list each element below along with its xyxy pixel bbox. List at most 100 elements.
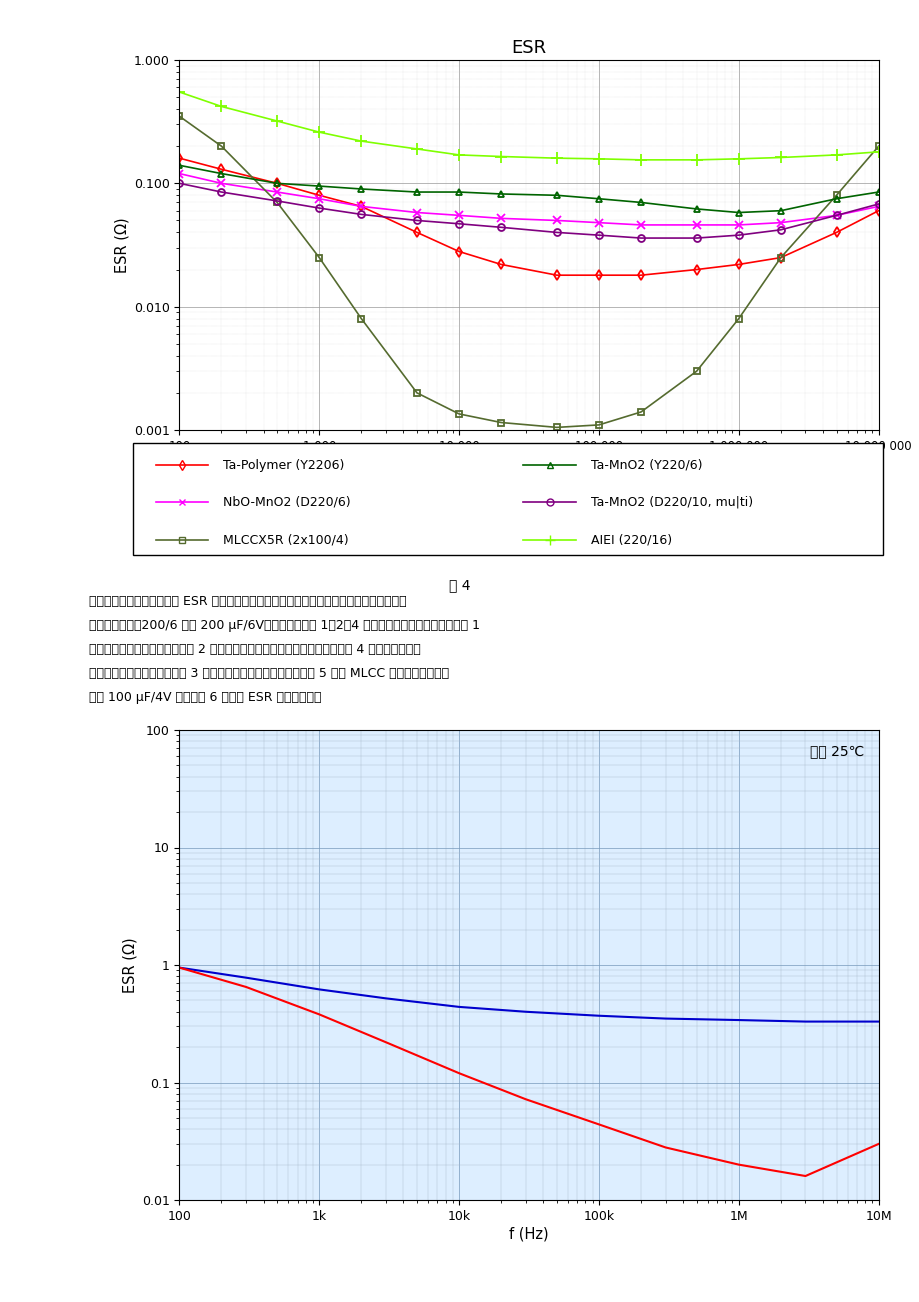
AIEI (220/16) — [872, 145, 883, 160]
Line: Ta-MnO2 (Y220/6): Ta-MnO2 (Y220/6) — [176, 161, 881, 216]
Ta-MnO2 (Y220/6) — [495, 186, 506, 202]
NbO-MnO2 (D220/6) — [174, 165, 185, 181]
Title: ESR: ESR — [511, 39, 546, 57]
Text: Ta-MnO2 (D220/10, mu|ti): Ta-MnO2 (D220/10, mu|ti) — [590, 496, 752, 509]
NbO-MnO2 (D220/6) — [216, 176, 227, 191]
AIEI (220/16) — [550, 150, 562, 165]
Y-axis label: ESR (Ω): ESR (Ω) — [115, 217, 130, 273]
Ta-Polymer (Y2206) — [271, 176, 282, 191]
Ta-Polymer (Y2206) — [453, 243, 464, 259]
AIEI (220/16) — [830, 147, 841, 163]
Ta-MnO2 (D220/10, mu|ti) — [593, 228, 604, 243]
AIEI (220/16) — [732, 151, 743, 167]
Ta-MnO2 (D220/10, mu|ti) — [356, 207, 367, 223]
MLCCX5R (2x100/4) — [635, 404, 646, 419]
Line: MLCCX5R (2x100/4): MLCCX5R (2x100/4) — [176, 113, 881, 431]
NbO-MnO2 (D220/6) — [271, 184, 282, 199]
MLCCX5R (2x100/4) — [356, 311, 367, 327]
Ta-MnO2 (D220/10, mu|ti) — [690, 230, 701, 246]
MLCCX5R (2x100/4) — [830, 187, 841, 203]
Ta-Polymer (Y2206) — [495, 256, 506, 272]
Text: 不同材质电容随频率变化的 ESR 曲线。图中方框（顺序为光左右、后上下）列出了所测电容: 不同材质电容随频率变化的 ESR 曲线。图中方框（顺序为光左右、后上下）列出了所… — [89, 595, 406, 608]
AIEI (220/16) — [690, 152, 701, 168]
MLCCX5R (2x100/4) — [732, 311, 743, 327]
Ta-MnO2 (Y220/6) — [453, 184, 464, 199]
Ta-MnO2 (Y220/6) — [313, 178, 324, 194]
AIEI (220/16) — [174, 85, 185, 100]
Ta-MnO2 (Y220/6) — [271, 176, 282, 191]
NbO-MnO2 (D220/6) — [775, 215, 786, 230]
Ta-Polymer (Y2206) — [732, 256, 743, 272]
Ta-MnO2 (Y220/6) — [174, 158, 185, 173]
Ta-MnO2 (Y220/6) — [690, 201, 701, 216]
Ta-Polymer (Y2206) — [775, 250, 786, 266]
Ta-MnO2 (Y220/6) — [411, 184, 422, 199]
Ta-Polymer (Y2206) — [216, 161, 227, 177]
MLCCX5R (2x100/4) — [550, 419, 562, 435]
Ta-MnO2 (Y220/6) — [775, 203, 786, 219]
Text: 温度 25℃: 温度 25℃ — [810, 745, 864, 758]
Ta-MnO2 (Y220/6) — [216, 165, 227, 181]
Ta-MnO2 (Y220/6) — [635, 194, 646, 210]
MLCCX5R (2x100/4) — [690, 363, 701, 379]
Ta-MnO2 (Y220/6) — [593, 191, 604, 207]
Ta-MnO2 (D220/10, mu|ti) — [216, 184, 227, 199]
Ta-MnO2 (Y220/6) — [872, 184, 883, 199]
Text: 图 4: 图 4 — [448, 578, 471, 592]
Ta-MnO2 (D220/10, mu|ti) — [732, 228, 743, 243]
Text: NbO-MnO2 (D220/6): NbO-MnO2 (D220/6) — [223, 496, 351, 509]
Ta-MnO2 (D220/10, mu|ti) — [775, 221, 786, 237]
AIEI (220/16) — [593, 151, 604, 167]
Text: Ta-MnO2 (Y220/6): Ta-MnO2 (Y220/6) — [590, 458, 701, 471]
MLCCX5R (2x100/4) — [453, 406, 464, 422]
MLCCX5R (2x100/4) — [775, 250, 786, 266]
Ta-MnO2 (D220/10, mu|ti) — [313, 201, 324, 216]
Ta-MnO2 (Y220/6) — [830, 191, 841, 207]
Ta-Polymer (Y2206) — [830, 225, 841, 241]
Ta-MnO2 (D220/10, mu|ti) — [830, 207, 841, 223]
Ta-Polymer (Y2206) — [690, 262, 701, 277]
NbO-MnO2 (D220/6) — [356, 199, 367, 215]
Ta-MnO2 (Y220/6) — [732, 204, 743, 220]
Text: 两只 100 μF/4V 并联。第 6 种为低 ESR 铝电解电容。: 两只 100 μF/4V 并联。第 6 种为低 ESR 铝电解电容。 — [89, 691, 322, 704]
NbO-MnO2 (D220/6) — [732, 217, 743, 233]
NbO-MnO2 (D220/6) — [495, 211, 506, 227]
NbO-MnO2 (D220/6) — [453, 207, 464, 223]
Ta-Polymer (Y2206) — [593, 267, 604, 283]
NbO-MnO2 (D220/6) — [872, 199, 883, 215]
MLCCX5R (2x100/4) — [593, 417, 604, 432]
NbO-MnO2 (D220/6) — [690, 217, 701, 233]
Text: 种为聚合物固态鰽电解电容。第 2 种为较常见的二氧化邔固态鰽电解电容，第 4 种为多层结构的: 种为聚合物固态鰽电解电容。第 2 种为较常见的二氧化邔固态鰽电解电容，第 4 种… — [89, 643, 421, 656]
AIEI (220/16) — [313, 125, 324, 141]
AIEI (220/16) — [411, 141, 422, 156]
NbO-MnO2 (D220/6) — [550, 212, 562, 228]
AIEI (220/16) — [495, 148, 506, 164]
AIEI (220/16) — [453, 147, 464, 163]
Text: AIEI (220/16): AIEI (220/16) — [590, 534, 671, 547]
Ta-MnO2 (Y220/6) — [550, 187, 562, 203]
AIEI (220/16) — [271, 113, 282, 129]
MLCCX5R (2x100/4) — [872, 138, 883, 154]
Y-axis label: ESR (Ω): ESR (Ω) — [122, 937, 138, 993]
Ta-MnO2 (Y220/6) — [356, 181, 367, 197]
AIEI (220/16) — [216, 99, 227, 115]
Ta-MnO2 (D220/10, mu|ti) — [411, 212, 422, 228]
AIEI (220/16) — [635, 152, 646, 168]
Text: MLCCX5R (2x100/4): MLCCX5R (2x100/4) — [223, 534, 348, 547]
Ta-Polymer (Y2206) — [872, 203, 883, 219]
Ta-Polymer (Y2206) — [411, 225, 422, 241]
MLCCX5R (2x100/4) — [174, 108, 185, 124]
Ta-Polymer (Y2206) — [550, 267, 562, 283]
NbO-MnO2 (D220/6) — [593, 215, 604, 230]
AIEI (220/16) — [775, 150, 786, 165]
AIEI (220/16) — [356, 133, 367, 148]
Ta-MnO2 (D220/10, mu|ti) — [872, 197, 883, 212]
X-axis label: f (Hz): f (Hz) — [508, 457, 549, 471]
NbO-MnO2 (D220/6) — [411, 204, 422, 220]
MLCCX5R (2x100/4) — [313, 250, 324, 266]
NbO-MnO2 (D220/6) — [313, 191, 324, 207]
Line: AIEI (220/16): AIEI (220/16) — [174, 86, 883, 165]
Ta-MnO2 (D220/10, mu|ti) — [453, 216, 464, 232]
Ta-Polymer (Y2206) — [635, 267, 646, 283]
Ta-MnO2 (D220/10, mu|ti) — [174, 176, 185, 191]
